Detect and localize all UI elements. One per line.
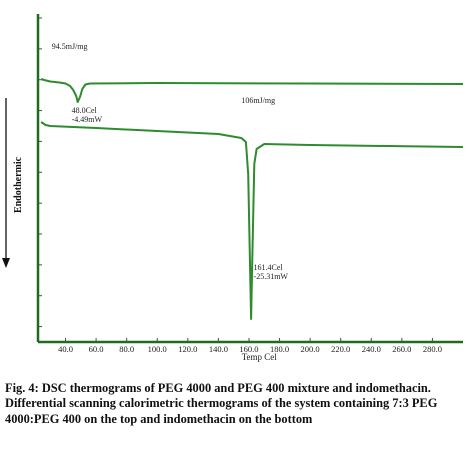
x-axis-title: Temp Cel [242, 352, 278, 362]
annotation-2: -4.49mW [72, 115, 103, 124]
annotation-0: 94.5mJ/mg [52, 42, 88, 51]
series-line-1 [40, 121, 464, 320]
x-tick-label-2: 80.0 [119, 344, 134, 354]
dsc-chart-svg: 40.0 60.0 80.0 100.0 120.0 140.0 160.0 180.0 200… [2, 14, 464, 362]
x-tick-label-12: 280.0 [423, 344, 442, 354]
x-tick-label-0: 40.0 [58, 344, 73, 354]
x-tick-label-3: 100.0 [148, 344, 167, 354]
figure-caption: Fig. 4: DSC thermograms of PEG 4000 and … [5, 381, 471, 427]
x-tick-label-5: 140.0 [209, 344, 228, 354]
annotation-3: 106mJ/mg [241, 96, 275, 105]
y-axis-title: Endothermic [13, 156, 24, 213]
dsc-chart: 40.0 60.0 80.0 100.0 120.0 140.0 160.0 180.0 200… [2, 14, 464, 362]
x-tick-label-9: 220.0 [331, 344, 350, 354]
x-tick-label-10: 240.0 [362, 344, 381, 354]
annotation-5: -25.31mW [254, 272, 289, 281]
caption-description: Differential scanning calorimetric therm… [5, 396, 438, 426]
x-tick-label-4: 120.0 [178, 344, 197, 354]
endothermic-arrow-head [2, 258, 10, 268]
x-tick-label-6: 160.0 [239, 344, 258, 354]
x-tick-label-8: 200.0 [301, 344, 320, 354]
x-tick-label-1: 60.0 [89, 344, 104, 354]
caption-title: Fig. 4: DSC thermograms of PEG 4000 and … [5, 381, 431, 395]
x-tick-label-7: 180.0 [270, 344, 289, 354]
annotation-4: 161.4Cel [254, 263, 284, 272]
annotation-1: 48.0Cel [72, 106, 98, 115]
series-line-0 [40, 78, 464, 103]
x-tick-label-11: 260.0 [392, 344, 411, 354]
